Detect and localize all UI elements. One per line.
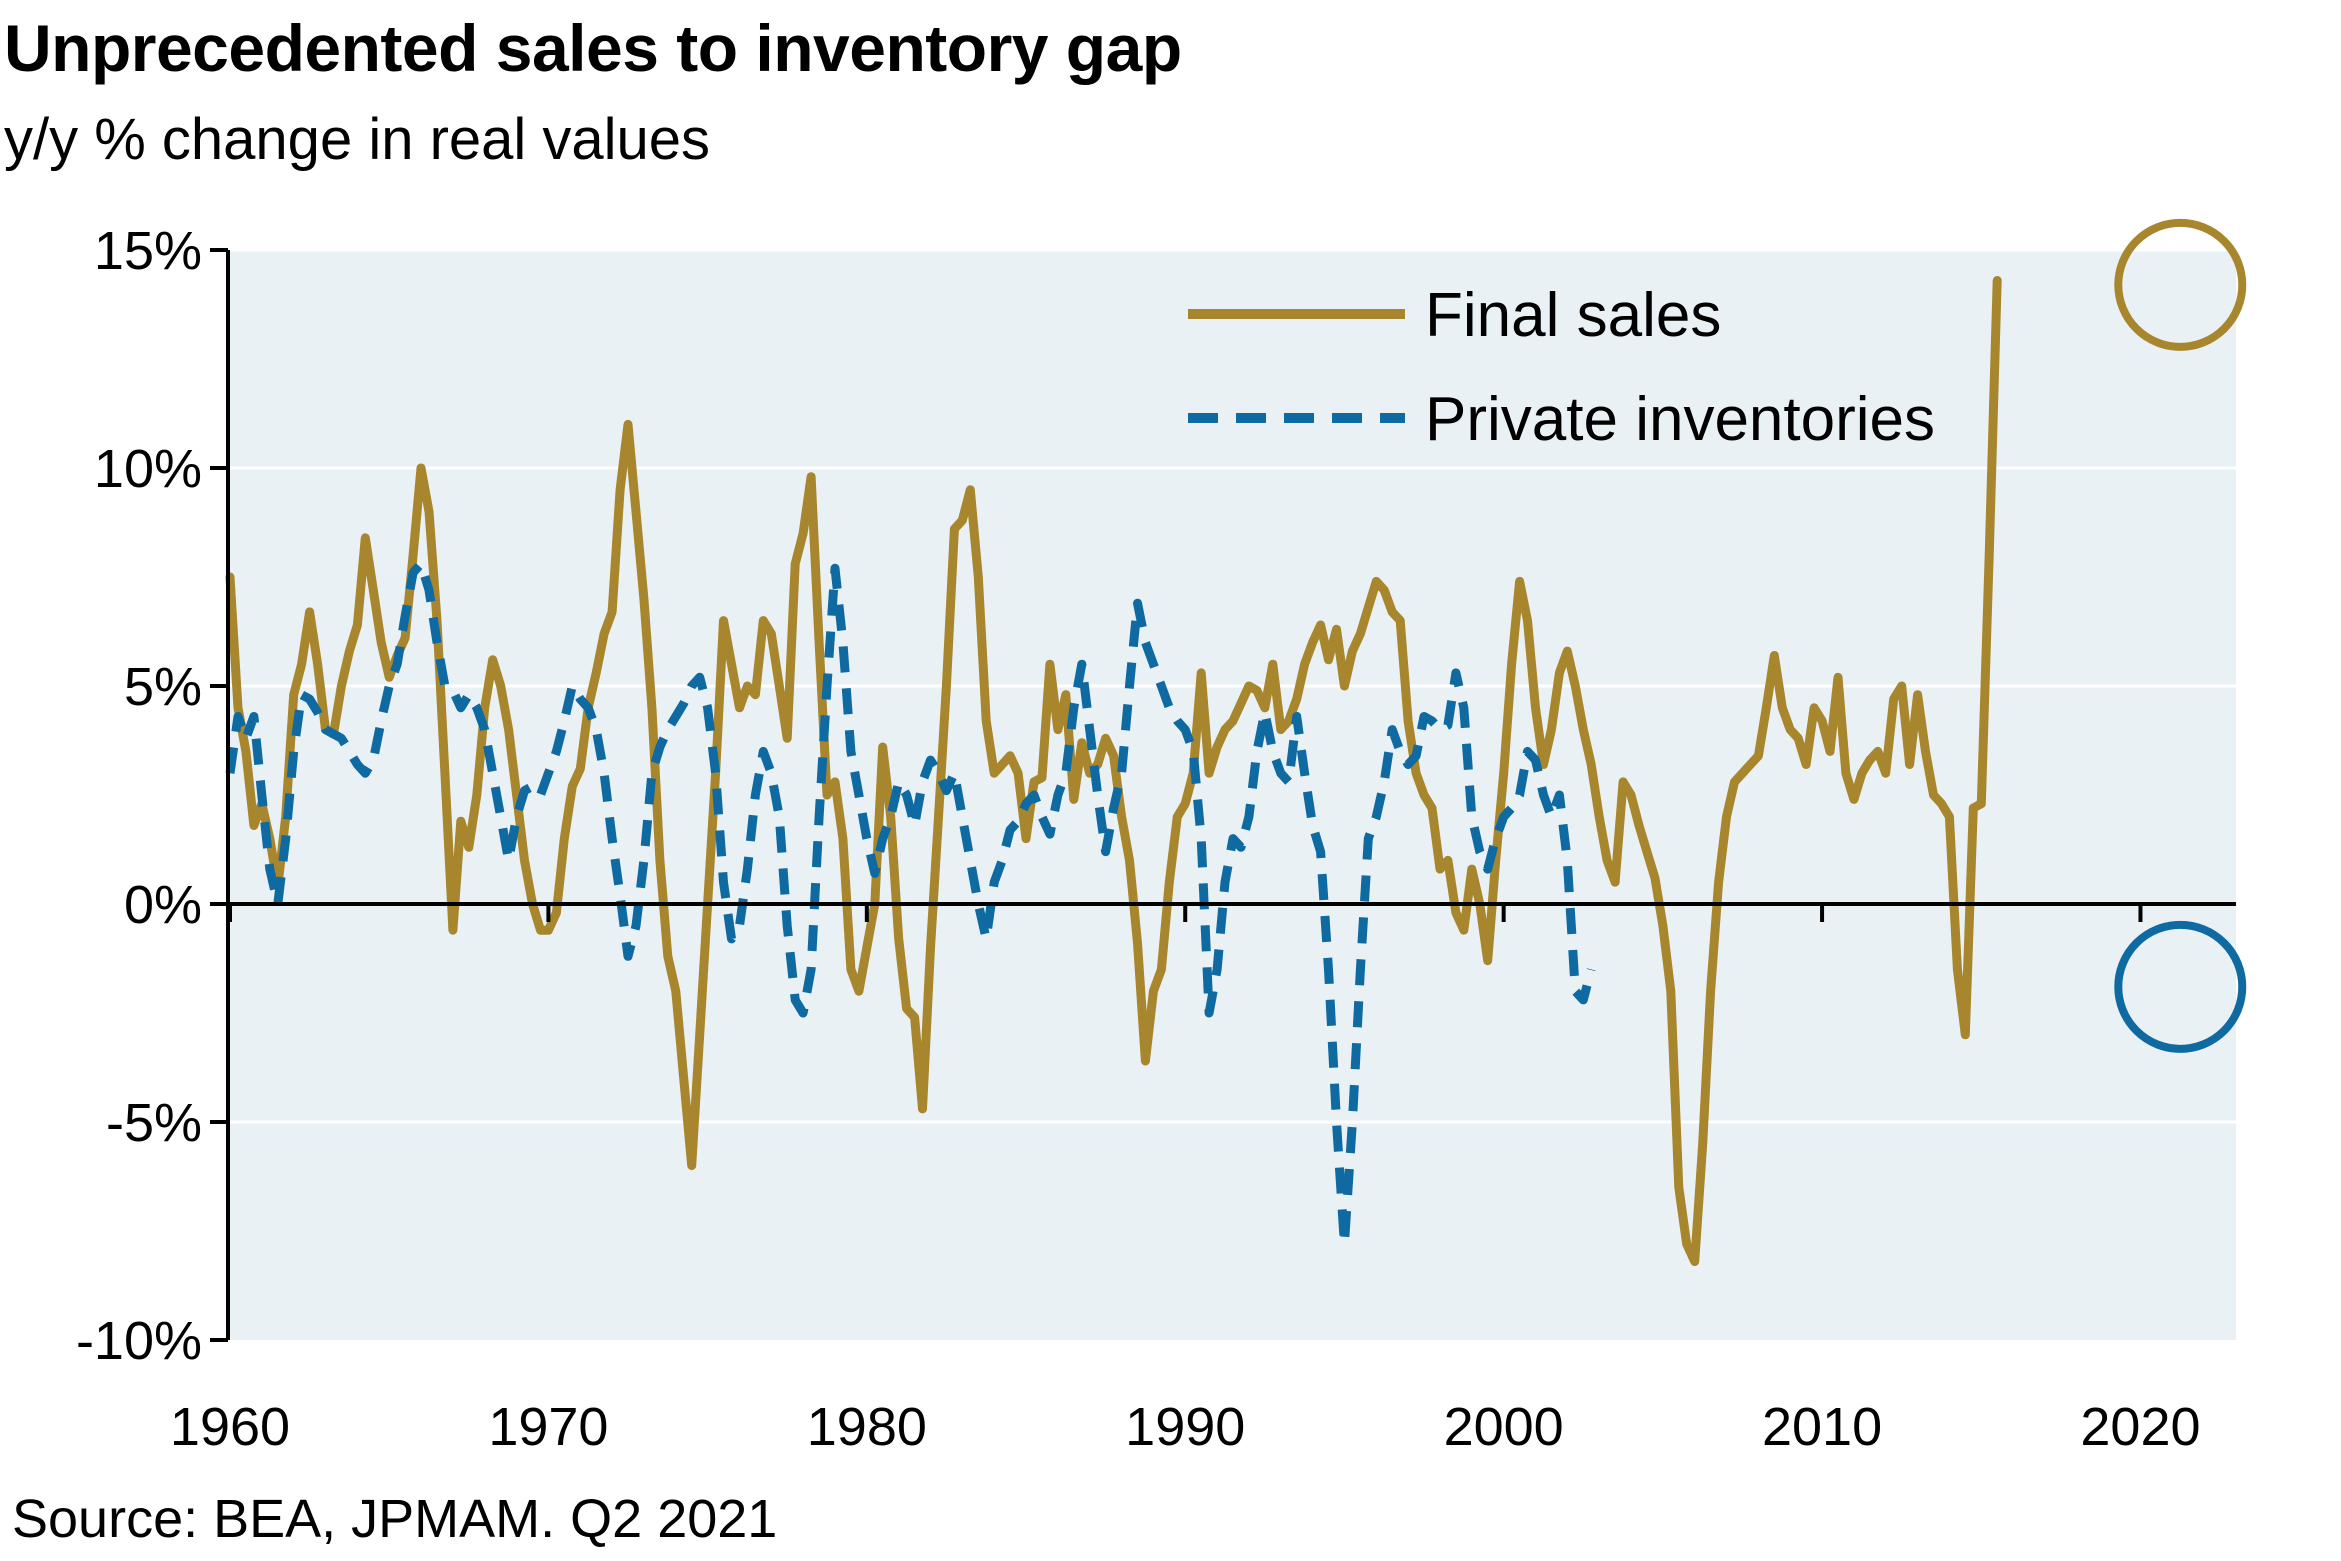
x-tick-label: 1960 [170, 1397, 290, 1457]
legend-label-private-inventories: Private inventories [1425, 385, 1935, 454]
y-tick-label: 0% [124, 875, 202, 935]
x-tick-label: 2010 [1762, 1397, 1882, 1457]
x-tick-label: 2020 [2080, 1397, 2200, 1457]
y-tick-label: -5% [106, 1093, 202, 1153]
source-note: Source: BEA, JPMAM. Q2 2021 [12, 1489, 778, 1549]
gridlines [230, 248, 2236, 1124]
y-tick-label: 10% [94, 439, 202, 499]
y-tick-label: 15% [94, 221, 202, 281]
legend: Final sales Private inventories [1188, 281, 1935, 454]
y-tick-label: 5% [124, 657, 202, 717]
series-lines [225, 276, 2002, 1266]
plot-background [230, 250, 2236, 1340]
axes: -10% -5% 0% 5% 10% 15% 1960 1970 1980 1990 2000 201… [76, 221, 2236, 1457]
x-tick-label: 1980 [807, 1397, 927, 1457]
x-tick-label: 2000 [1444, 1397, 1564, 1457]
x-tick-label: 1990 [1125, 1397, 1245, 1457]
series-final-sales [225, 276, 2002, 1266]
inventories-highlight-circle [2114, 920, 2247, 1053]
annotations [2114, 218, 2247, 1053]
y-tick-label: -10% [76, 1311, 202, 1371]
chart-title: Unprecedented sales to inventory gap [4, 11, 1182, 85]
final-sales-highlight-circle [2114, 218, 2247, 351]
x-tick-label: 1970 [488, 1397, 608, 1457]
legend-label-final-sales: Final sales [1425, 281, 1721, 350]
series-private-inventories [225, 559, 1596, 1249]
chart-subtitle: y/y % change in real values [4, 107, 711, 172]
